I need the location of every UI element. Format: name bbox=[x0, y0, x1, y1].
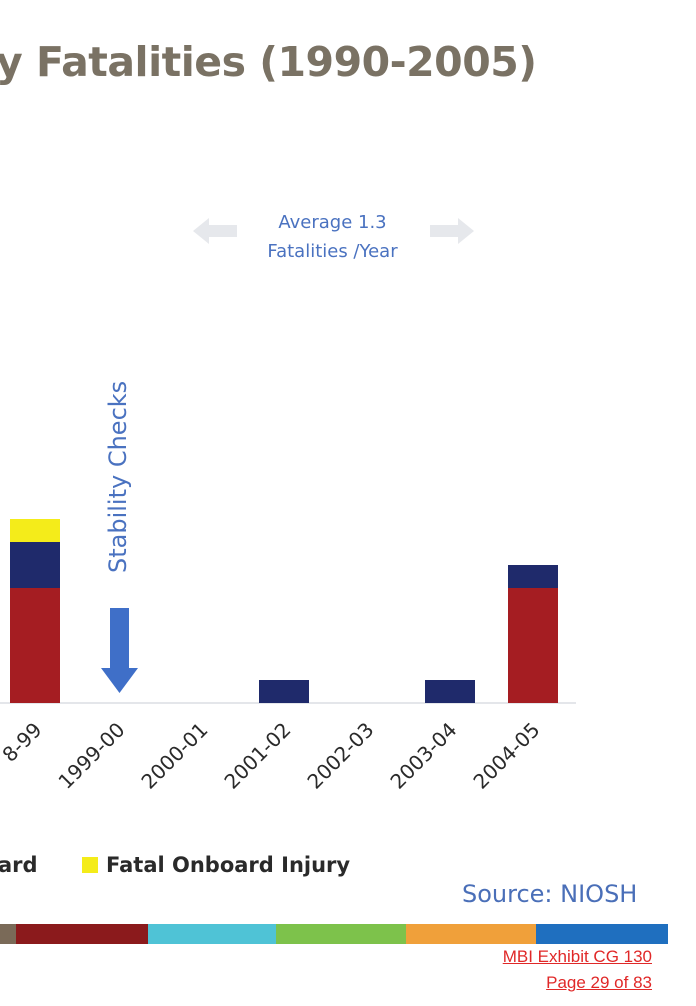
x-tick-label: 8-99 bbox=[0, 718, 47, 767]
bar-segment-8-99-s1 bbox=[10, 542, 60, 588]
average-annotation: Average 1.3 Fatalities /Year bbox=[250, 208, 415, 266]
bar-segment-8-99-s2 bbox=[10, 519, 60, 542]
stripe-segment bbox=[16, 924, 148, 944]
exhibit-line-2: Page 29 of 83 bbox=[546, 973, 652, 992]
exhibit-stamp: MBI Exhibit CG 130 Page 29 of 83 bbox=[503, 944, 652, 996]
legend-item-red: ard bbox=[0, 853, 38, 877]
x-tick-label: 2001-02 bbox=[219, 718, 295, 794]
x-tick-label: 1999-00 bbox=[53, 718, 129, 794]
left-arrow-icon bbox=[193, 218, 237, 244]
bar-chart: 8-99 1999-00 2000-01 2001-02 2002-03 2003-04 2… bbox=[0, 519, 576, 794]
stripe-segment bbox=[406, 924, 536, 944]
stripe-segment bbox=[0, 924, 16, 944]
legend-swatch-yellow bbox=[82, 857, 98, 873]
bar-segment-8-99-s0 bbox=[10, 588, 60, 703]
x-tick-label: 2003-04 bbox=[385, 718, 461, 794]
bar-segment-2004-05-s0 bbox=[508, 588, 558, 703]
x-tick-label: 2004-05 bbox=[468, 718, 544, 794]
stripe-segment bbox=[148, 924, 276, 944]
stripe-segment bbox=[276, 924, 406, 944]
legend-label-yellow: Fatal Onboard Injury bbox=[106, 853, 351, 877]
x-tick-label: 2000-01 bbox=[136, 718, 212, 794]
bar-segment-2003-04-s1 bbox=[425, 680, 475, 703]
average-line-1: Average 1.3 bbox=[278, 212, 387, 233]
bar-segment-2004-05-s1 bbox=[508, 565, 558, 588]
right-arrow-icon bbox=[430, 218, 474, 244]
x-tick-label: 2002-03 bbox=[302, 718, 378, 794]
source-note: Source: NIOSH bbox=[462, 880, 638, 908]
legend-label-red: ard bbox=[0, 853, 38, 877]
legend-item-yellow: Fatal Onboard Injury bbox=[82, 853, 350, 877]
down-arrow-icon bbox=[101, 608, 138, 693]
bar-segment-2001-02-s1 bbox=[259, 680, 309, 703]
exhibit-line-1: MBI Exhibit CG 130 bbox=[502, 947, 652, 966]
chart-title: y Fatalities (1990-2005) bbox=[0, 38, 537, 86]
average-line-2: Fatalities /Year bbox=[267, 241, 398, 262]
stripe-segment bbox=[536, 924, 668, 944]
